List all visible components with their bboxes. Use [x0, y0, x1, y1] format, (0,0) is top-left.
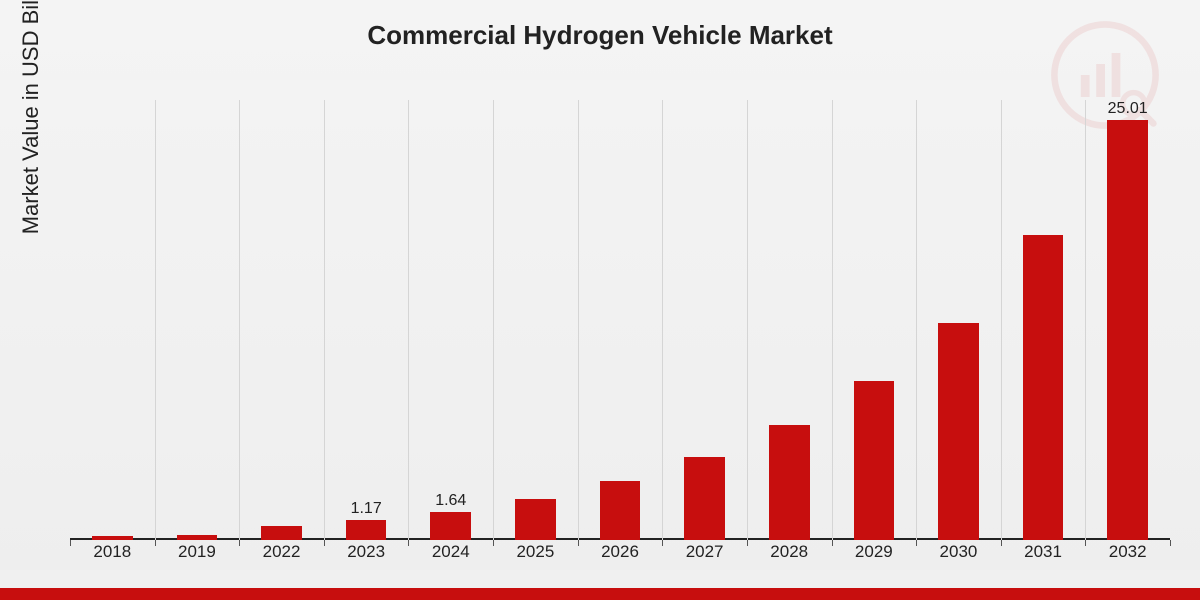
bar-slot: 1.64	[408, 100, 493, 540]
bar-slot	[155, 100, 240, 540]
bar-slot	[70, 100, 155, 540]
bar	[769, 425, 810, 540]
bar	[938, 323, 979, 540]
bar	[261, 526, 302, 540]
bar	[177, 535, 218, 540]
bar	[600, 481, 641, 540]
bar	[854, 381, 895, 540]
x-axis-category: 2024	[432, 542, 470, 562]
x-tick	[1170, 540, 1171, 546]
bar	[92, 536, 133, 540]
bar-value-label: 25.01	[1108, 100, 1148, 118]
bottom-accent-stripe	[0, 588, 1200, 600]
bar-slot	[832, 100, 917, 540]
x-axis-labels: 2018 2019 2022 2023 2024 2025 2026 2027 2028 2029…	[70, 542, 1170, 566]
bar	[1107, 120, 1148, 540]
plot-area: 1.17 1.64 25.01	[70, 100, 1170, 540]
bar-slot: 1.17	[324, 100, 409, 540]
chart-title: Commercial Hydrogen Vehicle Market	[0, 20, 1200, 51]
x-axis-category: 2018	[93, 542, 131, 562]
x-axis-category: 2026	[601, 542, 639, 562]
bar	[1023, 235, 1064, 540]
bar-value-label: 1.64	[435, 492, 466, 510]
x-axis-category: 2028	[770, 542, 808, 562]
bar-slot: 25.01	[1085, 100, 1170, 540]
x-axis-category: 2030	[940, 542, 978, 562]
bar-slot	[239, 100, 324, 540]
chart-container: Commercial Hydrogen Vehicle Market Marke…	[0, 0, 1200, 600]
bar	[430, 512, 471, 540]
x-axis-category: 2025	[516, 542, 554, 562]
bar-slot	[916, 100, 1001, 540]
bar-slot	[493, 100, 578, 540]
x-axis-category: 2027	[686, 542, 724, 562]
x-axis-category: 2022	[263, 542, 301, 562]
bar	[515, 499, 556, 540]
bar-slot	[1001, 100, 1086, 540]
x-axis-category: 2023	[347, 542, 385, 562]
bar-value-label: 1.17	[351, 500, 382, 518]
bar-slot	[662, 100, 747, 540]
bar	[346, 520, 387, 540]
x-axis-category: 2032	[1109, 542, 1147, 562]
x-axis-category: 2031	[1024, 542, 1062, 562]
bar-slot	[747, 100, 832, 540]
x-axis-category: 2019	[178, 542, 216, 562]
x-axis-category: 2029	[855, 542, 893, 562]
bar-slot	[578, 100, 663, 540]
y-axis-label: Market Value in USD Billion	[18, 0, 44, 300]
bar	[684, 457, 725, 540]
bottom-padding	[0, 570, 1200, 588]
